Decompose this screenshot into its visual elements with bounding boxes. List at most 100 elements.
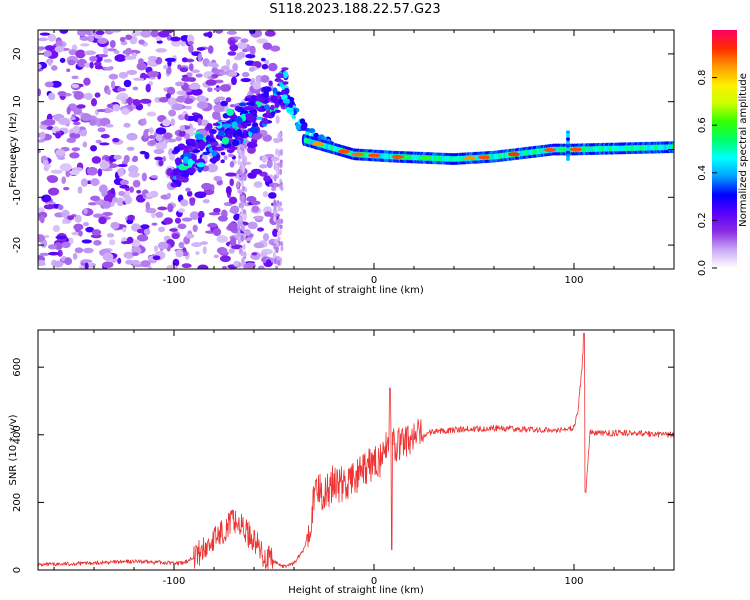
spectrogram-cell bbox=[97, 127, 106, 133]
spectrogram-cell bbox=[109, 39, 116, 49]
spectrogram-cell bbox=[280, 207, 284, 212]
spectrogram-cell bbox=[566, 153, 570, 158]
spectrogram-cell bbox=[282, 98, 290, 104]
spectrogram-cell bbox=[260, 57, 266, 62]
spectrogram-cell bbox=[175, 136, 182, 142]
spectrogram-cell bbox=[191, 69, 200, 73]
spectrogram-cell bbox=[205, 135, 211, 142]
spectrogram-cell bbox=[212, 122, 221, 127]
spectrogram-cell bbox=[132, 179, 141, 188]
spectrogram-cell bbox=[213, 98, 220, 103]
spectrogram-cell bbox=[243, 228, 251, 236]
spectrogram-cell bbox=[226, 59, 231, 67]
spectrogram-cell bbox=[253, 242, 265, 249]
spectrogram-cell bbox=[107, 48, 117, 52]
spectrogram-cell bbox=[194, 133, 204, 140]
spectrogram-cell bbox=[72, 125, 80, 134]
spectrogram-cell bbox=[280, 185, 284, 192]
spectrogram-cell bbox=[243, 196, 247, 204]
spectrogram-cell bbox=[128, 171, 140, 178]
spectrogram-cell bbox=[47, 175, 59, 183]
spectrogram-cell bbox=[257, 265, 265, 269]
spectrogram-cell bbox=[83, 77, 91, 86]
spectrogram-cell bbox=[181, 76, 193, 82]
spectrogram-cell bbox=[220, 65, 230, 71]
spectrogram-cell bbox=[58, 204, 64, 211]
spectrogram-cell bbox=[55, 235, 68, 240]
colorbar-label: Normalized spectral amplitude bbox=[738, 73, 749, 227]
spectrogram-cell bbox=[47, 33, 57, 42]
spectrogram-cell bbox=[196, 162, 206, 168]
spectrogram-cell bbox=[90, 195, 101, 202]
spectrogram-cell bbox=[566, 157, 570, 162]
spectrogram-cell bbox=[270, 104, 275, 111]
spectrogram-cell bbox=[272, 251, 276, 259]
spectrogram-cell bbox=[167, 203, 174, 213]
spectrogram-cell bbox=[247, 221, 258, 230]
spectrogram-cell bbox=[250, 95, 258, 102]
spectrogram-cell bbox=[368, 153, 380, 158]
spectrogram-cell bbox=[82, 141, 88, 148]
spectrogram-cell bbox=[239, 165, 243, 171]
spectrogram-cell bbox=[123, 79, 132, 88]
spectrogram-cell bbox=[38, 63, 42, 70]
spectrogram-cell bbox=[38, 259, 46, 266]
spectrogram-cell bbox=[108, 73, 119, 80]
spectrogram-cell bbox=[47, 59, 53, 67]
spectrogram-cell bbox=[76, 30, 87, 37]
spectrogram-cell bbox=[177, 208, 186, 213]
spectrogram-cell bbox=[125, 34, 133, 40]
spectrogram-cell bbox=[188, 63, 194, 71]
spectrogram-cell bbox=[202, 199, 210, 204]
spectrogram-cell bbox=[243, 251, 247, 258]
spectrogram-cell bbox=[227, 153, 234, 158]
spectrogram-cell bbox=[268, 192, 277, 199]
spectrogram-cell bbox=[236, 51, 246, 59]
spectrogram-cell bbox=[145, 201, 151, 211]
spectrogram-cell bbox=[206, 122, 213, 130]
spectrogram-cell bbox=[230, 205, 240, 214]
spectrogram-cell bbox=[73, 90, 84, 100]
chart-title: S118.2023.188.22.57.G23 bbox=[269, 2, 440, 17]
spectrogram-cell bbox=[38, 46, 46, 51]
spectrogram-cell bbox=[240, 180, 244, 186]
spectrogram-cell bbox=[165, 93, 172, 99]
spectrogram-cell bbox=[277, 204, 281, 212]
spectrogram-cell bbox=[213, 87, 222, 91]
spectrogram-cell bbox=[66, 137, 77, 143]
spectrogram-cell bbox=[110, 30, 122, 33]
spectrogram-cell bbox=[259, 164, 268, 169]
spectrogram-cell bbox=[90, 98, 98, 107]
spectrogram-cell bbox=[172, 168, 180, 176]
spectrogram-cell bbox=[75, 49, 86, 59]
spectrogram-cell bbox=[76, 104, 86, 109]
spectrogram-cell bbox=[254, 116, 264, 120]
spectrogram-cell bbox=[196, 47, 206, 51]
spectrogram-cell bbox=[198, 142, 206, 150]
spectrogram-cell bbox=[61, 176, 67, 185]
spectrogram-cell bbox=[226, 30, 238, 35]
spectrogram-cell bbox=[225, 185, 232, 195]
spectrogram-cell bbox=[126, 236, 134, 244]
spectrogram-cell bbox=[71, 231, 81, 236]
snr-y-axis-label: SNR (10 * v/v) bbox=[8, 414, 19, 485]
spectrogram-cell bbox=[59, 57, 66, 63]
spectrogram-cell bbox=[273, 174, 277, 182]
spectrogram-cell bbox=[187, 147, 194, 152]
spectrogram-cell bbox=[38, 149, 42, 154]
spectrogram-cell bbox=[98, 54, 109, 58]
spectrogram-cell bbox=[209, 157, 218, 163]
spectrogram-cell bbox=[103, 46, 109, 55]
snr-frame bbox=[37, 329, 675, 571]
spectrogram-cell bbox=[96, 109, 106, 113]
spectrogram-cell bbox=[94, 92, 101, 98]
spectrogram-cell bbox=[238, 102, 247, 107]
spectrogram-cell bbox=[143, 228, 151, 236]
spectrogram-cell bbox=[220, 159, 225, 164]
spectrogram-cell bbox=[157, 30, 170, 38]
spectrogram-cell bbox=[126, 132, 138, 141]
spectrogram-cell bbox=[102, 200, 111, 209]
spectrogram-cell bbox=[273, 257, 277, 265]
spectrogram-cell bbox=[136, 228, 146, 234]
